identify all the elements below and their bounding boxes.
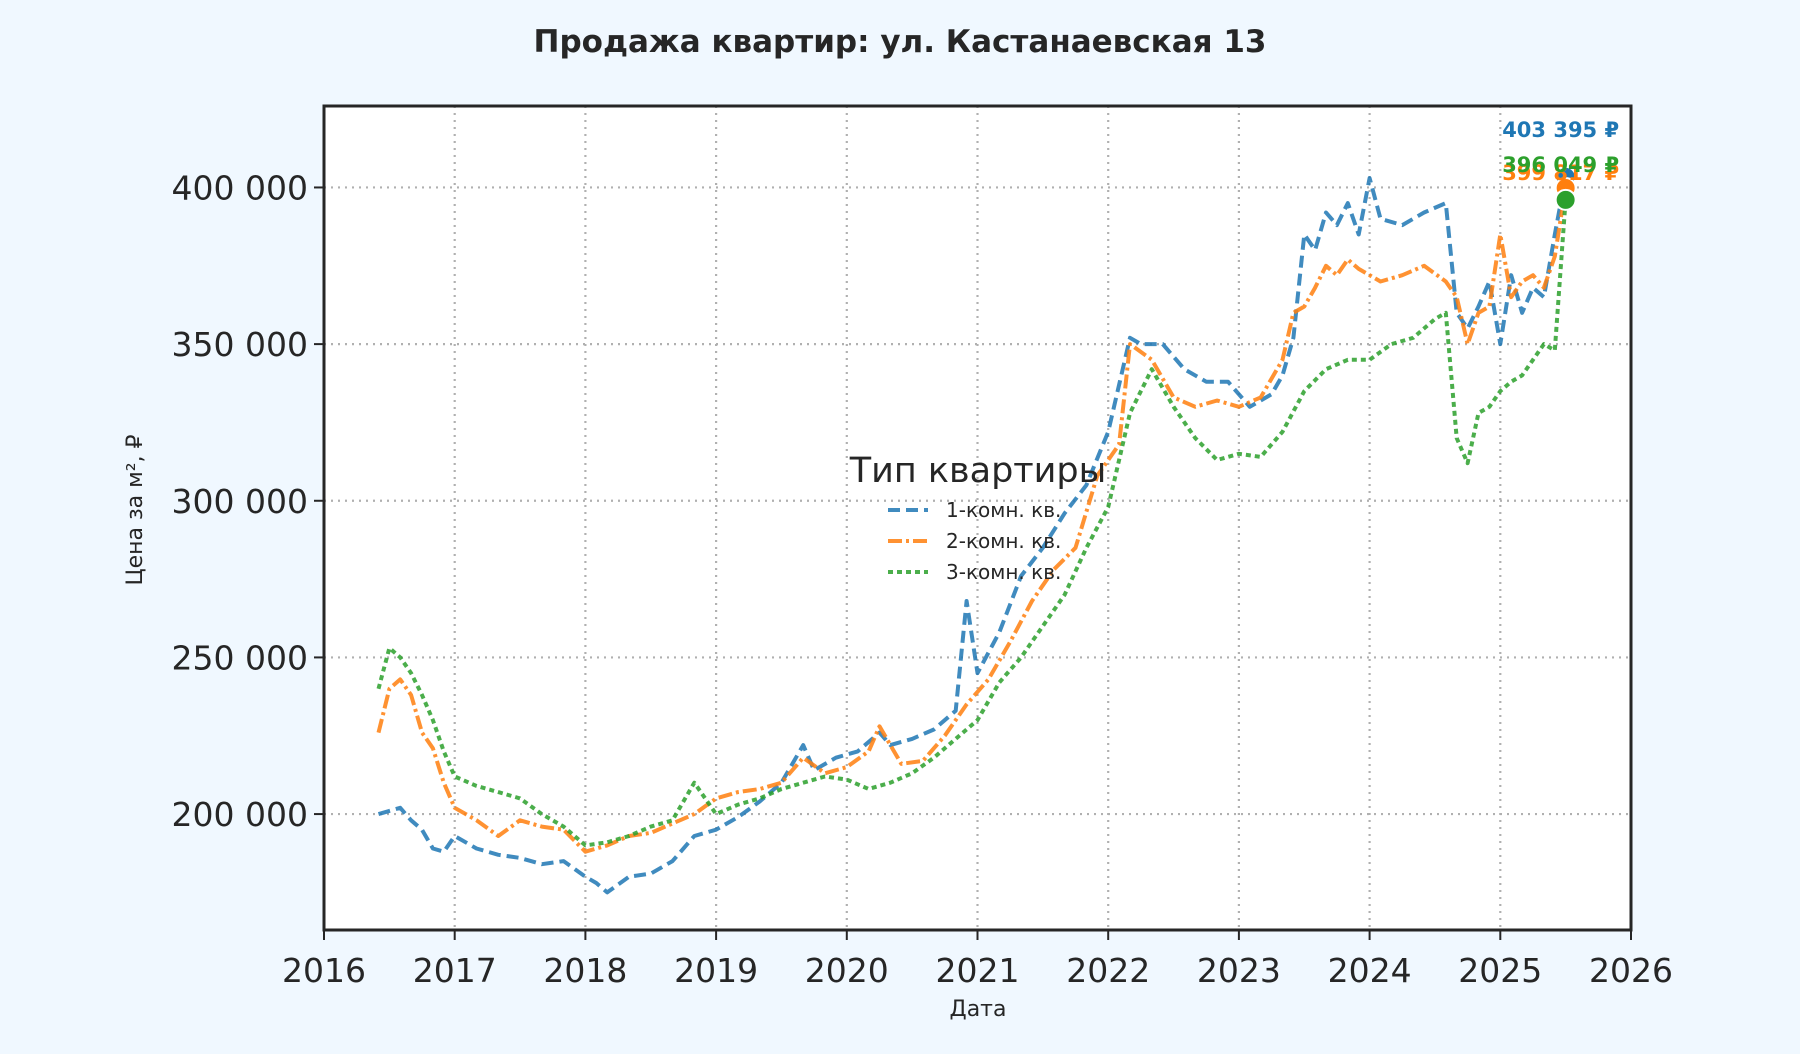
legend-title: Тип квартиры xyxy=(849,451,1107,491)
y-tick-label: 400 000 xyxy=(172,168,308,207)
end-marker-3 xyxy=(1554,188,1577,211)
x-tick-label: 2021 xyxy=(936,951,1020,990)
end-label-3: 396 049 ₽ xyxy=(1502,153,1619,177)
legend-label-1: 1-комн. кв. xyxy=(946,498,1061,522)
y-tick-label: 250 000 xyxy=(172,638,308,677)
y-axis-label: Цена за м², ₽ xyxy=(123,434,148,585)
x-tick-label: 2017 xyxy=(413,951,497,990)
x-tick-label: 2024 xyxy=(1328,951,1412,990)
y-tick-label: 300 000 xyxy=(172,482,308,521)
end-label-1: 403 395 ₽ xyxy=(1502,118,1619,142)
chart-title: Продажа квартир: ул. Кастанаевская 13 xyxy=(534,24,1267,60)
x-tick-label: 2018 xyxy=(543,951,627,990)
x-axis-label: Дата xyxy=(950,997,1007,1022)
x-tick-label: 2016 xyxy=(282,951,366,990)
plot-area: 2016 2017 2018 2019 2020 2021 2022 2023 2024 2025… xyxy=(172,104,1673,990)
y-tick-label: 350 000 xyxy=(172,325,308,364)
x-tick-label: 2026 xyxy=(1589,951,1673,990)
legend-label-2: 2-комн. кв. xyxy=(946,529,1061,553)
legend-label-3: 3-комн. кв. xyxy=(946,560,1061,584)
x-tick-label: 2019 xyxy=(674,951,758,990)
x-tick-label: 2022 xyxy=(1066,951,1150,990)
legend: Тип квартиры 1-комн. кв. 2-комн. кв. 3-комн… xyxy=(849,451,1107,584)
series-line-1 xyxy=(377,176,1568,895)
axes-frame xyxy=(322,104,1633,932)
x-tick-label: 2020 xyxy=(805,951,889,990)
series-line-3 xyxy=(376,199,1568,848)
x-tick-label: 2025 xyxy=(1458,951,1542,990)
x-tick-label: 2023 xyxy=(1197,951,1281,990)
end-label-2: 399 817 ₽ xyxy=(1502,161,1619,185)
y-tick-label: 200 000 xyxy=(172,795,308,834)
series-line-2 xyxy=(376,187,1568,854)
